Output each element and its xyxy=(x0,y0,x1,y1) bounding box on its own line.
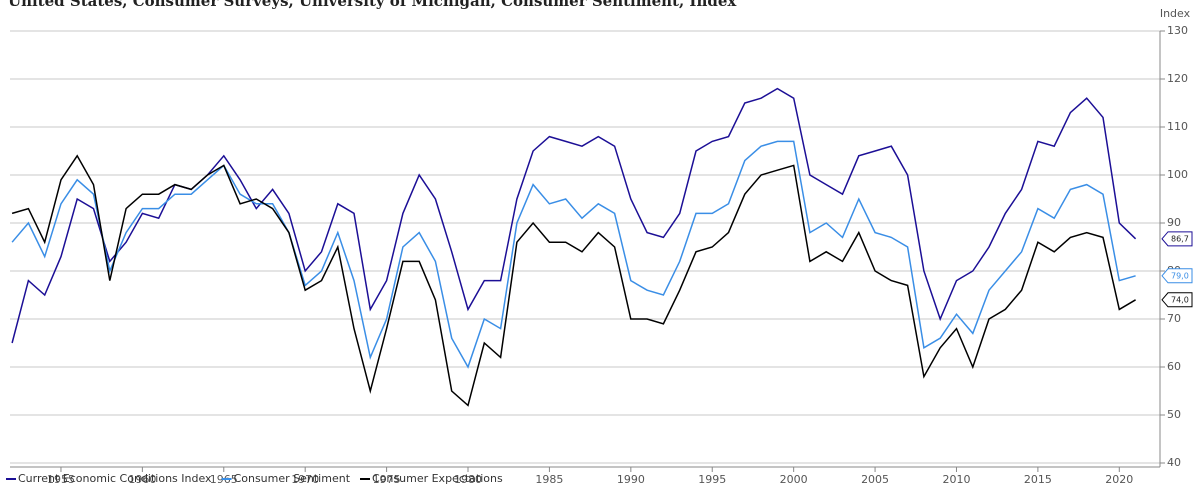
y-tick-label: 90 xyxy=(1167,216,1181,229)
legend-label: Consumer Expectations xyxy=(372,472,503,485)
y-tick-label: 50 xyxy=(1167,408,1181,421)
x-tick-label: 1985 xyxy=(535,473,563,486)
x-tick-label: 2020 xyxy=(1105,473,1133,486)
x-tick-label: 2015 xyxy=(1024,473,1052,486)
chart-title: United States, Consumer Surveys, Univers… xyxy=(8,0,737,10)
end-label-box xyxy=(1161,292,1193,308)
y-tick-label: 70 xyxy=(1167,312,1181,325)
x-tick-label: 2010 xyxy=(942,473,970,486)
end-label-box xyxy=(1161,231,1193,247)
legend-label: Consumer Sentiment xyxy=(234,472,351,485)
end-label: 74,0 xyxy=(1171,295,1189,304)
y-tick-label: 120 xyxy=(1167,72,1188,85)
end-label: 86,7 xyxy=(1171,234,1189,243)
x-tick-label: 1995 xyxy=(698,473,726,486)
y-tick-label: 130 xyxy=(1167,24,1188,37)
end-label: 79,0 xyxy=(1171,271,1189,280)
x-tick-label: 2005 xyxy=(861,473,889,486)
end-label-box xyxy=(1161,268,1193,284)
y-tick-label: 110 xyxy=(1167,120,1188,133)
x-tick-label: 1990 xyxy=(617,473,645,486)
y-tick-label: 60 xyxy=(1167,360,1181,373)
y-tick-label: 40 xyxy=(1167,456,1181,469)
y-tick-label: 100 xyxy=(1167,168,1188,181)
x-tick-label: 1970 xyxy=(291,473,319,486)
line-series xyxy=(11,140,1136,369)
x-tick-label: 1980 xyxy=(454,473,482,486)
line-series xyxy=(11,154,1136,407)
x-tick-label: 1960 xyxy=(128,473,156,486)
x-tick-label: 1975 xyxy=(373,473,401,486)
x-tick-label: 2000 xyxy=(780,473,808,486)
x-tick-label: 1955 xyxy=(47,473,75,486)
legend-label: Current Economic Conditions Index xyxy=(18,472,212,485)
y-axis-label: Index xyxy=(1160,7,1191,20)
